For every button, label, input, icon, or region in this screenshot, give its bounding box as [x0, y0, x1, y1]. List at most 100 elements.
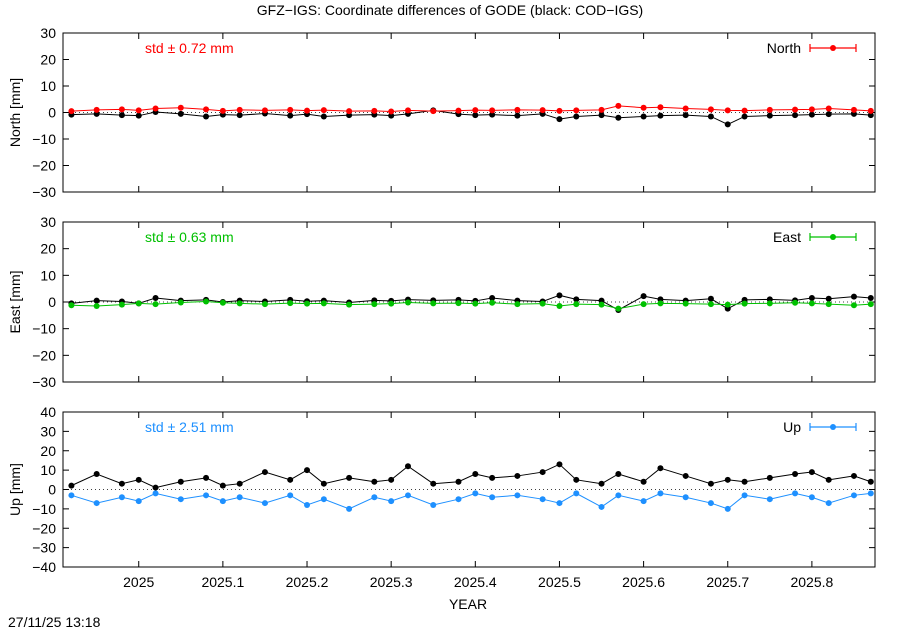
data-point — [792, 490, 799, 497]
data-point — [766, 300, 773, 307]
data-point — [118, 112, 125, 119]
data-point — [682, 494, 689, 501]
legend-label: North — [767, 40, 801, 56]
data-point — [489, 299, 496, 306]
data-point — [304, 107, 311, 114]
data-point — [472, 112, 479, 119]
data-point — [68, 302, 75, 309]
y-axis-label: North [mm] — [7, 78, 23, 147]
data-point — [261, 107, 268, 114]
y-tick-label: −20 — [32, 158, 56, 174]
data-point — [539, 469, 546, 476]
data-point — [657, 465, 664, 472]
data-point — [640, 478, 647, 485]
data-point — [741, 113, 748, 120]
y-tick-label: 10 — [40, 267, 56, 283]
data-point — [615, 492, 622, 499]
data-point — [514, 472, 521, 479]
data-point — [556, 107, 563, 114]
data-point — [707, 301, 714, 308]
data-point — [598, 480, 605, 487]
series-line — [71, 492, 871, 510]
panel-1: 30 20 10 0 −10 −20 −30 East [mm] std ± 0.63 mm Ea… — [7, 214, 876, 390]
data-point — [598, 106, 605, 113]
data-point — [177, 110, 184, 117]
data-point — [287, 492, 294, 499]
data-point — [682, 472, 689, 479]
data-point — [707, 113, 714, 120]
data-point — [236, 300, 243, 307]
data-point — [236, 494, 243, 501]
panel-0: 30 20 10 0 −10 −20 −30 North [mm] std ± 0.72 mm N… — [7, 25, 876, 200]
data-point — [573, 296, 580, 303]
data-point — [489, 474, 496, 481]
data-point — [93, 106, 100, 113]
data-point — [598, 112, 605, 119]
series-line — [71, 105, 871, 112]
data-point — [556, 500, 563, 507]
data-point — [404, 107, 411, 114]
data-point — [850, 302, 857, 309]
data-point — [615, 102, 622, 109]
data-point — [320, 496, 327, 503]
data-point — [867, 301, 874, 308]
data-point — [707, 500, 714, 507]
data-point — [346, 505, 353, 512]
plot-frame — [62, 411, 876, 568]
data-point — [135, 476, 142, 483]
x-tick-label: 2025 — [123, 574, 154, 590]
data-point — [850, 492, 857, 499]
data-point — [489, 111, 496, 118]
data-point — [118, 480, 125, 487]
data-point — [766, 112, 773, 119]
data-point — [792, 299, 799, 306]
panel-2: 40 30 20 10 0 −10 −20 −30 −40 Up [mm] std ± 2.51 m… — [7, 404, 876, 590]
x-tick-label: 2025.1 — [201, 574, 244, 590]
data-point — [287, 300, 294, 307]
y-tick-label: −10 — [32, 321, 56, 337]
data-point — [640, 301, 647, 308]
data-point — [472, 471, 479, 477]
data-point — [430, 300, 437, 307]
data-point — [825, 111, 832, 118]
data-point — [404, 492, 411, 499]
data-point — [850, 106, 857, 113]
x-tick-label: 2025.2 — [286, 574, 329, 590]
data-point — [68, 482, 75, 489]
plot-frame — [62, 221, 876, 383]
data-point — [741, 492, 748, 499]
chart-title: GFZ−IGS: Coordinate differences of GODE … — [257, 2, 643, 18]
data-point — [304, 300, 311, 307]
data-point — [707, 295, 714, 302]
data-point — [68, 492, 75, 499]
data-point — [261, 301, 268, 308]
data-point — [152, 484, 159, 491]
y-tick-label: 10 — [40, 462, 56, 478]
legend-marker — [830, 234, 836, 240]
data-point — [135, 107, 142, 114]
x-tick-label: 2025.8 — [790, 574, 833, 590]
data-point — [371, 494, 378, 501]
data-point — [657, 490, 664, 497]
data-point — [792, 471, 799, 477]
data-point — [657, 104, 664, 111]
data-point — [825, 295, 832, 302]
data-point — [682, 105, 689, 112]
data-point — [514, 492, 521, 499]
data-point — [135, 498, 142, 505]
y-tick-label: 0 — [48, 482, 56, 498]
data-point — [724, 301, 731, 308]
data-point — [430, 502, 437, 508]
data-point — [472, 300, 479, 307]
data-point — [640, 104, 647, 111]
data-point — [489, 494, 496, 501]
data-point — [657, 300, 664, 307]
data-point — [825, 105, 832, 112]
data-point — [766, 496, 773, 503]
data-point — [93, 500, 100, 507]
data-point — [867, 112, 874, 119]
data-point — [850, 293, 857, 300]
data-point — [455, 478, 462, 485]
data-point — [539, 300, 546, 307]
data-point — [219, 482, 226, 489]
